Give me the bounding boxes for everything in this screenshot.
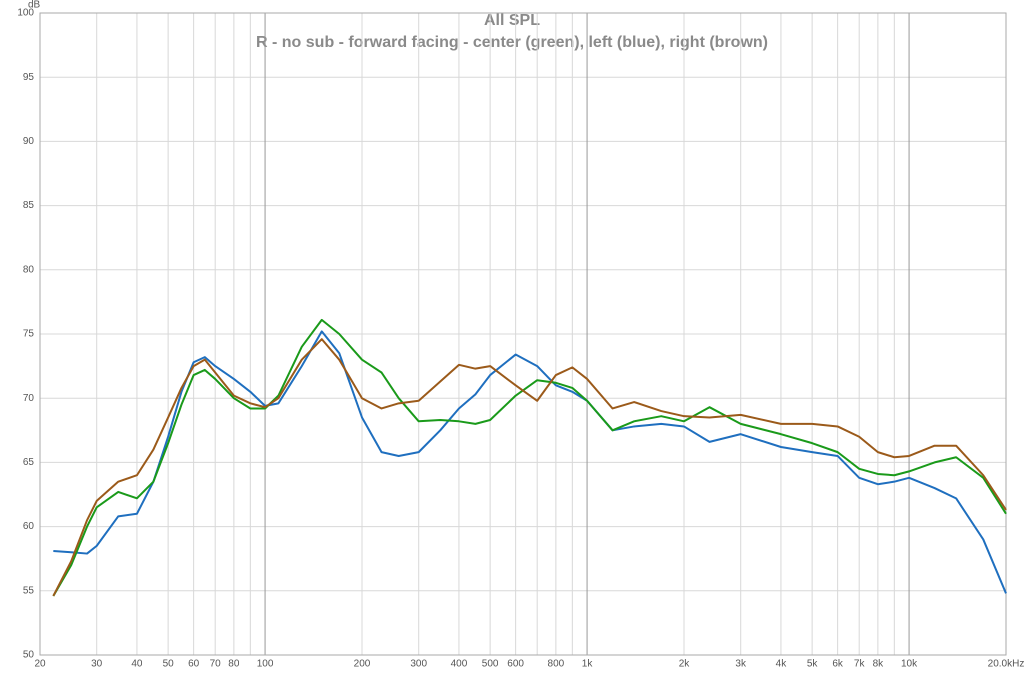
- chart-title: All SPL: [484, 12, 540, 29]
- y-tick-label: 90: [23, 136, 35, 147]
- y-axis-label: dB: [28, 0, 41, 11]
- x-tick-label: 100: [257, 659, 274, 670]
- y-tick-label: 70: [23, 393, 35, 404]
- x-tick-label: 5k: [807, 659, 819, 670]
- x-tick-label: 50: [163, 659, 175, 670]
- x-tick-label: 30: [91, 659, 103, 670]
- x-tick-label: 200: [354, 659, 371, 670]
- x-tick-label: 20: [34, 659, 46, 670]
- x-tick-label: 80: [228, 659, 240, 670]
- series-line: [52, 338, 1007, 597]
- x-tick-label: 6k: [832, 659, 844, 670]
- x-tick-label: 600: [507, 659, 524, 670]
- x-tick-label: 4k: [776, 659, 788, 670]
- y-tick-label: 65: [23, 457, 35, 468]
- x-tick-label: 8k: [873, 659, 885, 670]
- x-tick-label: 3k: [735, 659, 747, 670]
- x-tick-label: 7k: [854, 659, 866, 670]
- x-tick-label: 500: [482, 659, 499, 670]
- x-tick-label: 70: [210, 659, 222, 670]
- series-line: [52, 318, 1007, 597]
- series-line: [53, 330, 1007, 594]
- x-tick-label: 40: [131, 659, 143, 670]
- x-tick-label: 800: [548, 659, 565, 670]
- x-tick-label: 2k: [679, 659, 691, 670]
- x-tick-label: 400: [451, 659, 468, 670]
- x-tick-label: 60: [188, 659, 200, 670]
- y-tick-label: 75: [23, 329, 35, 340]
- y-tick-label: 95: [23, 72, 35, 83]
- x-tick-label: 300: [410, 659, 427, 670]
- x-tick-label: 20.0kHz: [988, 659, 1024, 670]
- y-tick-label: 55: [23, 585, 35, 596]
- chart-subtitle: R - no sub - forward facing - center (gr…: [256, 34, 768, 51]
- y-tick-label: 80: [23, 264, 35, 275]
- y-tick-label: 100: [17, 8, 34, 19]
- x-tick-label: 1k: [582, 659, 594, 670]
- plot-frame: [39, 12, 1007, 656]
- y-tick-label: 85: [23, 200, 35, 211]
- x-tick-label: 10k: [901, 659, 918, 670]
- y-tick-label: 60: [23, 521, 35, 532]
- y-tick-label: 50: [23, 650, 35, 661]
